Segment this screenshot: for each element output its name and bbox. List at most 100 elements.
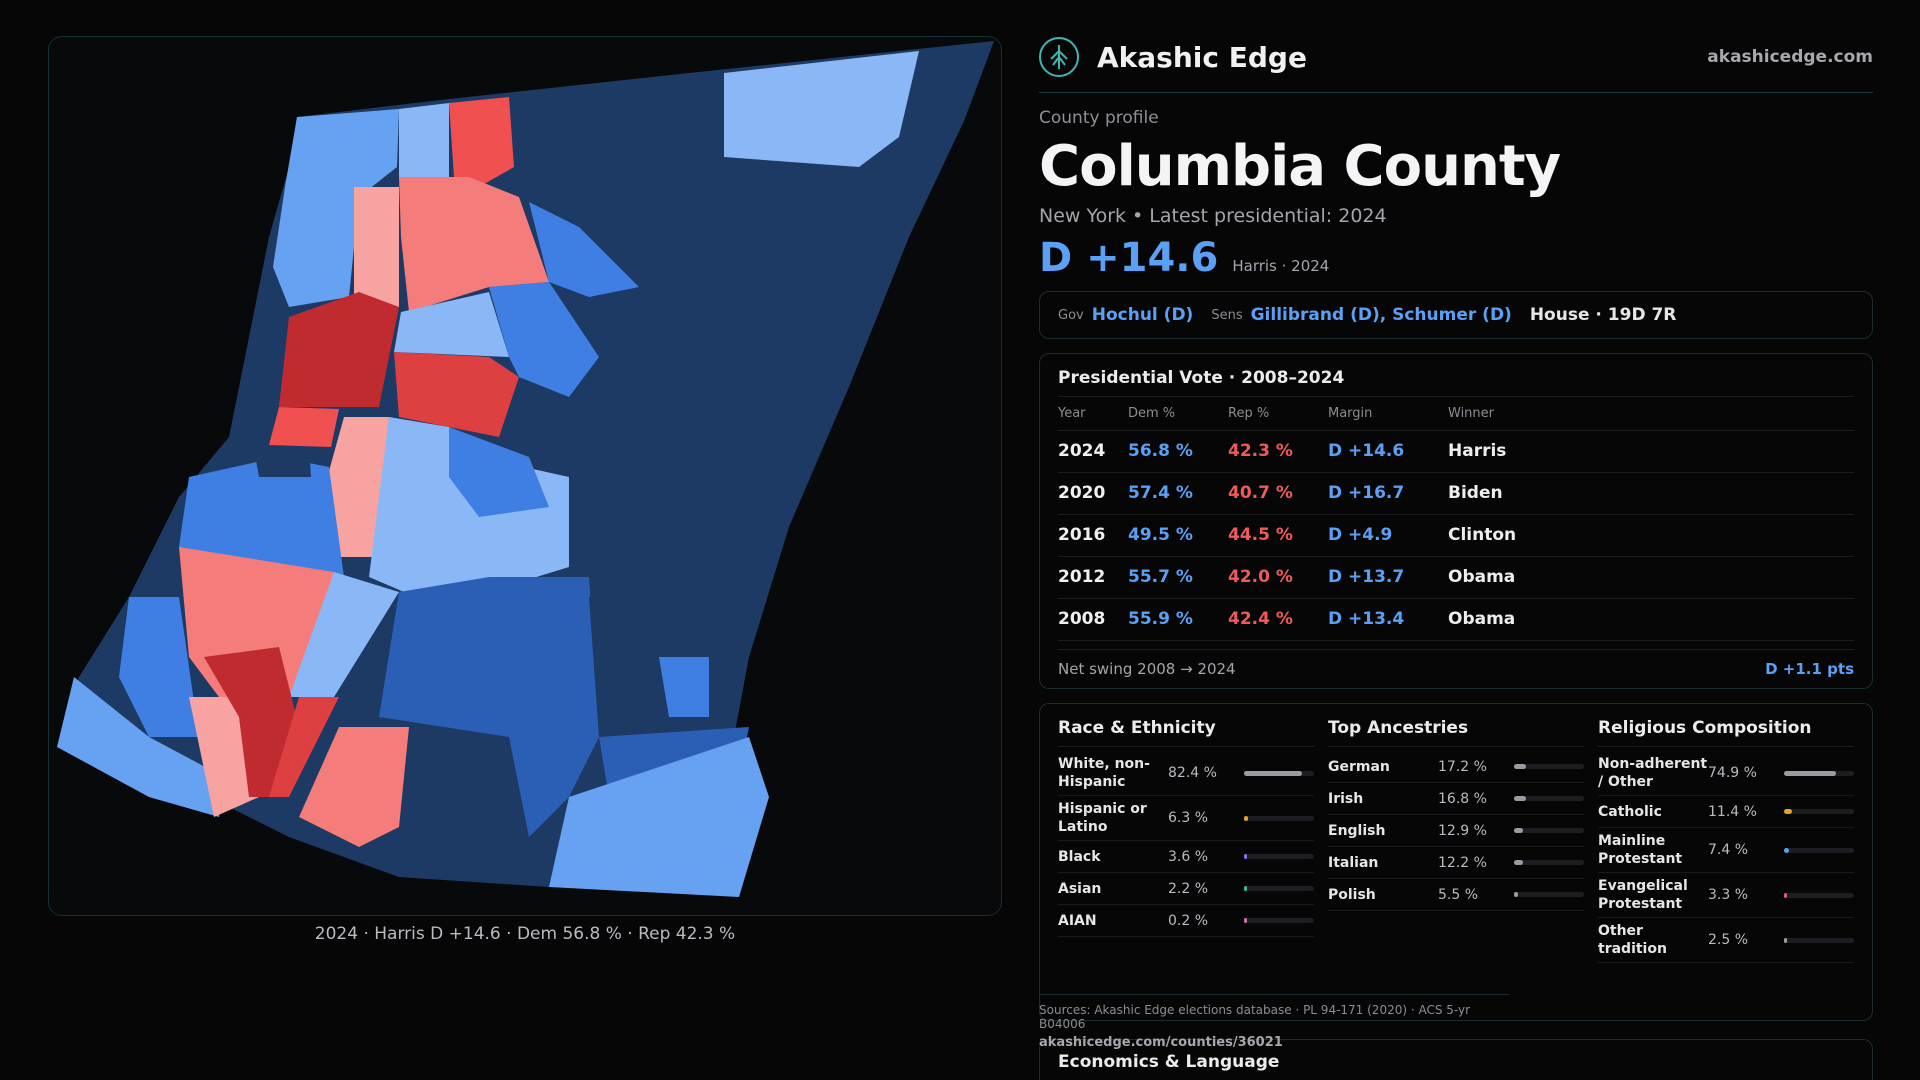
religion-label: Evangelical Protestant bbox=[1598, 878, 1688, 912]
ancestry-bar bbox=[1514, 764, 1584, 769]
religion-row: Mainline Protestant 7.4 % bbox=[1598, 828, 1854, 873]
col-margin: Margin bbox=[1328, 397, 1448, 431]
race-value: 6.3 % bbox=[1168, 810, 1209, 826]
ancestry-bar bbox=[1514, 892, 1584, 897]
map-precinct[interactable] bbox=[273, 109, 399, 307]
brand-name[interactable]: Akashic Edge bbox=[1097, 40, 1307, 74]
table-row[interactable]: 2008 55.9 % 42.4 % D +13.4 Obama bbox=[1058, 598, 1854, 641]
race-label: Asian bbox=[1058, 880, 1102, 897]
race-value: 2.2 % bbox=[1168, 880, 1209, 897]
religion-row: Non-adherent / Other 74.9 % bbox=[1598, 751, 1854, 796]
religion-bar-fill bbox=[1784, 937, 1787, 943]
table-header-row: Year Dem % Rep % Margin Winner bbox=[1058, 397, 1854, 431]
religion-bar-fill bbox=[1784, 892, 1787, 898]
map-precinct[interactable] bbox=[369, 417, 569, 607]
map-precinct[interactable] bbox=[204, 647, 299, 797]
map-precinct[interactable] bbox=[279, 292, 399, 407]
map-precinct[interactable] bbox=[489, 282, 599, 397]
map-precinct[interactable] bbox=[269, 407, 339, 447]
race-title: Race & Ethnicity bbox=[1058, 718, 1314, 747]
table-row[interactable]: 2016 49.5 % 44.5 % D +4.9 Clinton bbox=[1058, 514, 1854, 557]
race-bar bbox=[1244, 918, 1314, 923]
map-precinct[interactable] bbox=[449, 97, 514, 187]
economics-title: Economics & Language bbox=[1058, 1052, 1280, 1072]
map-precinct[interactable] bbox=[394, 352, 519, 437]
margin-value: D +14.6 bbox=[1039, 235, 1219, 281]
page-kicker: County profile bbox=[1039, 108, 1159, 128]
map-precinct[interactable] bbox=[549, 737, 769, 897]
religion-column: Religious Composition Non-adherent / Oth… bbox=[1598, 718, 1854, 963]
race-column: Race & Ethnicity White, non-Hispanic 82.4… bbox=[1058, 718, 1314, 937]
table-row[interactable]: 2024 56.8 % 42.3 % D +14.6 Harris bbox=[1058, 430, 1854, 473]
race-value: 82.4 % bbox=[1168, 765, 1217, 781]
map-precinct[interactable] bbox=[659, 657, 709, 717]
map-precinct[interactable] bbox=[254, 447, 311, 477]
map-precinct[interactable] bbox=[179, 457, 344, 577]
header-divider bbox=[1039, 92, 1873, 93]
race-row: AIAN 0.2 % bbox=[1058, 905, 1314, 937]
religion-title: Religious Composition bbox=[1598, 718, 1854, 747]
map-precinct[interactable] bbox=[724, 51, 919, 167]
row-dem: 55.9 % bbox=[1128, 598, 1228, 641]
presidential-table: Year Dem % Rep % Margin Winner 2024 56.8… bbox=[1058, 397, 1854, 641]
religion-label: Non-adherent / Other bbox=[1598, 756, 1708, 790]
race-bar-fill bbox=[1244, 918, 1247, 923]
row-winner: Clinton bbox=[1448, 514, 1854, 557]
col-rep: Rep % bbox=[1228, 397, 1328, 431]
ancestry-row: English 12.9 % bbox=[1328, 815, 1584, 847]
row-winner: Obama bbox=[1448, 556, 1854, 599]
religion-value: 11.4 % bbox=[1708, 803, 1757, 820]
religion-bar bbox=[1784, 892, 1854, 898]
row-winner: Harris bbox=[1448, 430, 1854, 473]
sources-text: Sources: Akashic Edge elections database… bbox=[1039, 1003, 1471, 1031]
sources-footer: Sources: Akashic Edge elections database… bbox=[1039, 994, 1509, 1050]
religion-value: 2.5 % bbox=[1708, 932, 1749, 948]
row-margin: D +16.7 bbox=[1328, 472, 1448, 515]
table-row[interactable]: 2020 57.4 % 40.7 % D +16.7 Biden bbox=[1058, 472, 1854, 515]
map-precinct[interactable] bbox=[399, 177, 549, 312]
brand-header: Akashic Edge akashicedge.com bbox=[1039, 34, 1873, 80]
map-precinct[interactable] bbox=[354, 187, 399, 307]
ancestry-label: Polish bbox=[1328, 886, 1376, 903]
race-bar-fill bbox=[1244, 886, 1247, 891]
ancestry-title: Top Ancestries bbox=[1328, 718, 1584, 747]
race-label: White, non-Hispanic bbox=[1058, 756, 1150, 790]
row-rep: 42.4 % bbox=[1228, 598, 1328, 641]
religion-label: Catholic bbox=[1598, 803, 1662, 820]
swing-label: Net swing 2008 → 2024 bbox=[1058, 659, 1236, 678]
gov-label: Gov bbox=[1058, 307, 1084, 323]
religion-label: Mainline Protestant bbox=[1598, 833, 1683, 867]
tree-icon[interactable] bbox=[1039, 37, 1079, 77]
map-precinct[interactable] bbox=[289, 572, 399, 697]
presidential-vote-card: Presidential Vote · 2008–2024 Year Dem %… bbox=[1039, 353, 1873, 689]
table-row[interactable]: 2012 55.7 % 42.0 % D +13.7 Obama bbox=[1058, 556, 1854, 599]
row-margin: D +14.6 bbox=[1328, 430, 1448, 473]
map-precinct[interactable] bbox=[269, 697, 339, 797]
officials-bar: Gov Hochul (D) Sens Gillibrand (D), Schu… bbox=[1039, 291, 1873, 339]
map-precinct[interactable] bbox=[394, 292, 509, 357]
economics-card[interactable]: Economics & Language bbox=[1039, 1039, 1873, 1080]
ancestry-label: English bbox=[1328, 822, 1386, 839]
race-bar-fill bbox=[1244, 770, 1302, 776]
row-dem: 55.7 % bbox=[1128, 556, 1228, 599]
row-year: 2016 bbox=[1058, 514, 1128, 557]
map-precinct[interactable] bbox=[379, 577, 599, 737]
row-margin: D +13.4 bbox=[1328, 598, 1448, 641]
religion-value: 74.9 % bbox=[1708, 765, 1757, 781]
religion-label: Other tradition bbox=[1598, 923, 1667, 957]
precinct-map[interactable] bbox=[48, 36, 1002, 916]
map-precinct[interactable] bbox=[119, 597, 199, 737]
map-precinct[interactable] bbox=[399, 103, 449, 177]
race-label: Black bbox=[1058, 848, 1101, 865]
col-dem: Dem % bbox=[1128, 397, 1228, 431]
map-precinct[interactable] bbox=[529, 202, 639, 297]
map-precinct[interactable] bbox=[449, 427, 549, 517]
ancestry-row: Italian 12.2 % bbox=[1328, 847, 1584, 879]
row-rep: 44.5 % bbox=[1228, 514, 1328, 557]
map-precinct[interactable] bbox=[509, 737, 599, 837]
row-winner: Obama bbox=[1448, 598, 1854, 641]
sources-url-link[interactable]: akashicedge.com/counties/36021 bbox=[1039, 1035, 1283, 1050]
map-precinct[interactable] bbox=[299, 727, 409, 847]
map-precinct[interactable] bbox=[57, 677, 224, 817]
brand-url-link[interactable]: akashicedge.com bbox=[1707, 47, 1873, 67]
